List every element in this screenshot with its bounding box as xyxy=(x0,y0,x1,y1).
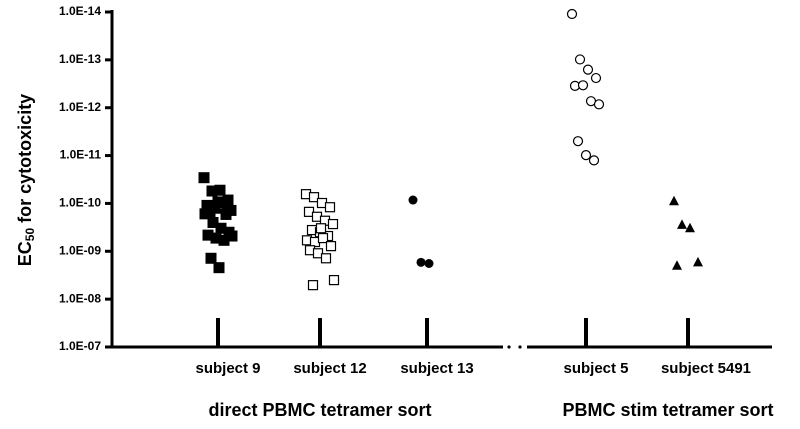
marker xyxy=(221,201,233,213)
y-label-main: EC xyxy=(15,241,35,266)
category-tick xyxy=(425,318,429,347)
marker xyxy=(199,208,211,220)
marker xyxy=(207,216,219,228)
marker xyxy=(669,195,679,206)
marker xyxy=(201,199,213,211)
y-label-rest: for cytotoxicity xyxy=(15,94,35,223)
axis-break xyxy=(518,345,522,349)
marker xyxy=(317,232,329,244)
marker xyxy=(416,257,426,267)
marker xyxy=(307,280,319,291)
marker xyxy=(328,274,340,286)
marker xyxy=(212,196,224,208)
category-tick xyxy=(686,318,690,347)
marker xyxy=(574,54,586,65)
marker xyxy=(198,172,210,184)
category-tick xyxy=(318,318,322,347)
marker xyxy=(214,184,226,196)
y-label-sub: 50 xyxy=(23,228,37,242)
x-tick-label: subject 5 xyxy=(563,360,628,377)
marker xyxy=(327,218,339,230)
marker xyxy=(424,259,434,269)
marker xyxy=(213,262,225,274)
category-tick xyxy=(584,318,588,347)
marker xyxy=(215,222,227,234)
marker xyxy=(315,223,327,234)
x-tick-label: subject 9 xyxy=(195,360,260,377)
y-tick-label: 1.0E-07 xyxy=(59,339,101,353)
x-tick-label: subject 13 xyxy=(400,360,473,377)
group-label: PBMC stim tetramer sort xyxy=(562,400,773,420)
group-label: direct PBMC tetramer sort xyxy=(208,400,431,420)
marker xyxy=(226,230,238,242)
marker xyxy=(677,219,687,229)
y-tick-label: 1.0E-08 xyxy=(59,291,101,305)
marker xyxy=(218,234,230,246)
marker xyxy=(582,64,594,75)
marker xyxy=(566,8,578,20)
marker xyxy=(206,185,218,197)
marker xyxy=(408,195,418,205)
marker xyxy=(325,241,337,252)
x-tick-label: subject 5491 xyxy=(661,360,751,377)
marker xyxy=(693,256,703,267)
y-tick-label: 1.0E-13 xyxy=(59,52,101,66)
marker xyxy=(220,208,232,220)
x-tick-label: subject 12 xyxy=(293,360,366,377)
y-tick-label: 1.0E-10 xyxy=(59,196,101,210)
axis-break xyxy=(507,345,511,349)
marker xyxy=(320,253,332,264)
y-tick-label: 1.0E-09 xyxy=(59,243,101,257)
marker xyxy=(672,260,682,270)
marker xyxy=(202,229,214,241)
marker xyxy=(577,80,589,91)
marker xyxy=(588,155,600,166)
y-tick-label: 1.0E-12 xyxy=(59,100,101,114)
marker xyxy=(572,136,584,147)
marker xyxy=(205,252,217,264)
marker xyxy=(308,192,320,203)
y-tick-label: 1.0E-11 xyxy=(60,148,102,162)
marker xyxy=(593,99,605,110)
marker xyxy=(590,72,602,84)
marker xyxy=(210,232,222,244)
marker xyxy=(580,150,592,161)
marker xyxy=(324,202,336,213)
y-axis-label: EC50 for cytotoxicity xyxy=(15,94,37,266)
category-tick xyxy=(216,318,220,347)
marker xyxy=(685,222,695,233)
y-tick-label: 1.0E-14 xyxy=(59,4,101,18)
